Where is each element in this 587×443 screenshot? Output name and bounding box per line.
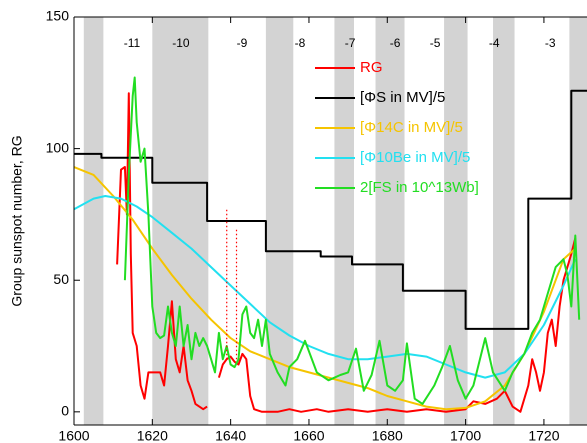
shaded-region: [493, 17, 515, 425]
legend-label: [Φ14C in MV]/5: [360, 119, 463, 136]
y-tick-label: 150: [46, 8, 70, 24]
y-tick-label: 50: [53, 271, 69, 287]
shaded-region: [375, 17, 405, 425]
lines-layer: [74, 76, 587, 413]
cycle-label: -5: [430, 36, 441, 50]
legend-label: [Φ10Be in MV]/5: [360, 149, 470, 166]
series-line: [116, 92, 577, 413]
cycle-label: -8: [295, 36, 306, 50]
shaded-region: [83, 17, 104, 425]
x-tick-label: 1620: [137, 428, 168, 443]
cycle-label: -11: [124, 36, 141, 50]
cycle-label: -6: [390, 36, 401, 50]
shaded-region: [569, 17, 587, 425]
series-line: [123, 76, 581, 405]
y-axis-label: Group sunspot number, RG: [9, 135, 25, 306]
y-tick-label: 100: [46, 139, 70, 155]
legend-label: RG: [360, 59, 383, 76]
x-tick-label: 1700: [450, 428, 481, 443]
legend-label: 2[FS in 10^13Wb]: [360, 179, 479, 196]
cycle-label: -7: [345, 36, 356, 50]
x-tick-label: 1600: [58, 428, 89, 443]
y-tick-label: 0: [61, 403, 69, 419]
cycle-label: -3: [545, 36, 556, 50]
shading-layer: [83, 17, 587, 425]
x-tick-label: 1640: [215, 428, 246, 443]
shaded-region: [444, 17, 468, 425]
x-tick-label: 1720: [528, 428, 559, 443]
shaded-region: [334, 17, 354, 425]
cycle-label: -10: [172, 36, 190, 50]
x-tick-label: 1660: [293, 428, 324, 443]
series-line: [74, 89, 587, 330]
x-tick-label: 1680: [372, 428, 403, 443]
cycle-label: -4: [489, 36, 500, 50]
legend-label: [ΦS in MV]/5: [360, 89, 445, 106]
cycle-label: -9: [237, 36, 248, 50]
axes-layer: -11 -10 -9 -8 -7 -6 -5 -4 -3 0 50 100 150 1600 1620 164…: [46, 8, 587, 443]
shaded-region: [152, 17, 209, 425]
series-line: [74, 166, 576, 411]
